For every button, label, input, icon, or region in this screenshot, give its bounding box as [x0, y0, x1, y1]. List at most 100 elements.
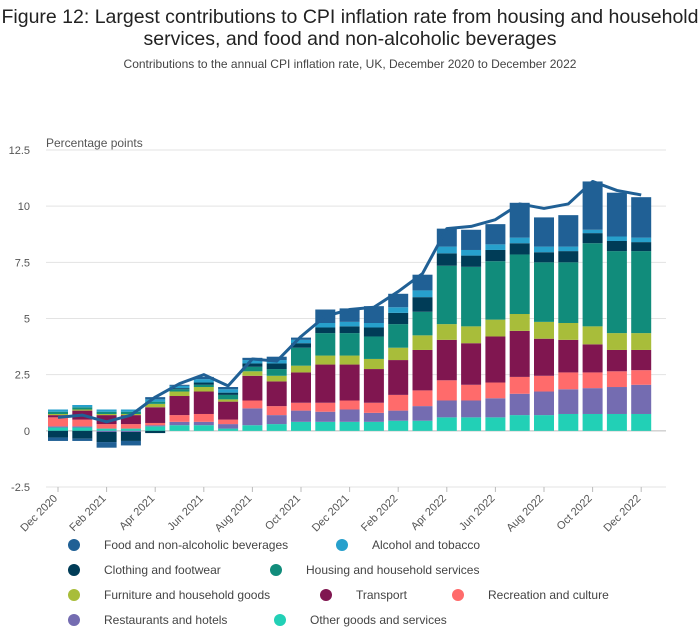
- bar-segment: [388, 410, 409, 421]
- legend-item[interactable]: Furniture and household goods: [68, 588, 270, 602]
- legend-label: Food and non-alcoholic beverages: [104, 538, 289, 552]
- legend-item[interactable]: Clothing and footwear: [68, 563, 221, 577]
- bar-segment: [582, 243, 603, 327]
- bar-segment: [558, 215, 579, 247]
- bar-segment: [291, 372, 311, 403]
- bar-segment: [534, 391, 554, 416]
- bar-segment: [582, 233, 603, 244]
- bar-segment: [606, 192, 627, 237]
- bar-segment: [509, 237, 530, 244]
- bar-segment: [606, 236, 627, 241]
- bar-segment: [436, 400, 457, 418]
- bar-segment: [145, 407, 166, 423]
- x-tick-label: Feb 2022: [359, 493, 400, 534]
- bar-segment: [48, 417, 68, 427]
- bar-segment: [412, 420, 433, 431]
- bar-segment: [315, 333, 336, 356]
- bar-segment: [363, 421, 384, 431]
- bar-segment: [534, 321, 554, 339]
- bar-segment: [315, 364, 336, 403]
- legend-item[interactable]: Restaurants and hotels: [68, 613, 227, 627]
- bar-segment: [558, 389, 579, 414]
- bar-segment: [96, 424, 117, 429]
- x-tick-label: Jun 2021: [165, 493, 205, 533]
- bar-segment: [218, 419, 239, 425]
- bar-segment: [412, 349, 433, 391]
- bar-segment: [291, 402, 311, 411]
- bar-segment: [412, 297, 433, 312]
- bar-segment: [461, 384, 482, 401]
- bar-segment: [412, 390, 433, 407]
- bar-segment: [266, 375, 287, 382]
- bar-segment: [96, 413, 117, 416]
- bar-segment: [72, 430, 93, 439]
- bar-segment: [363, 358, 384, 370]
- bar-segment: [339, 409, 360, 422]
- legend-item[interactable]: Alcohol and tobacco: [336, 538, 480, 552]
- legend-swatch: [68, 614, 80, 626]
- bar-segment: [339, 326, 360, 334]
- bar-segment: [291, 339, 311, 344]
- stacked-bar-chart: Percentage points 12.5 10 7.5 5 2.5 0 -2.5 Dec…: [9, 136, 666, 535]
- bar-segment: [193, 387, 214, 392]
- bar-segment: [558, 262, 579, 323]
- bar-segment: [582, 326, 603, 345]
- bar-segment: [363, 412, 384, 422]
- bar-segment: [96, 428, 117, 431]
- bar-segment: [509, 376, 530, 394]
- bar-segment: [509, 330, 530, 377]
- bar-segment: [193, 376, 214, 380]
- cpi-line: [57, 179, 642, 424]
- bar-segment: [291, 337, 311, 340]
- bar-segment: [291, 365, 311, 373]
- bar-segment: [145, 426, 166, 431]
- bar-segment: [145, 430, 166, 434]
- bar-segment: [461, 249, 482, 256]
- y-axis-label: Percentage points: [46, 136, 143, 150]
- bar-segment: [485, 261, 506, 320]
- bar-segment: [363, 336, 384, 359]
- bar-segment: [363, 327, 384, 337]
- bar-segment: [534, 217, 554, 247]
- legend-item[interactable]: Food and non-alcoholic beverages: [68, 538, 288, 552]
- bar-segment: [412, 335, 433, 350]
- bar-segment: [606, 349, 627, 372]
- bar-segment: [436, 417, 457, 431]
- bar-segment: [48, 430, 68, 438]
- legend-label: Recreation and culture: [488, 588, 609, 602]
- bar-segment: [242, 425, 263, 431]
- bar-segment: [72, 438, 93, 441]
- bar-segment: [388, 360, 409, 395]
- x-tick-label: Aug 2022: [504, 493, 546, 535]
- bar-segment: [48, 411, 68, 414]
- bar-segment: [291, 347, 311, 366]
- x-tick-label: Dec 2020: [18, 493, 60, 535]
- bar-segment: [631, 197, 652, 238]
- bar-segment: [242, 360, 263, 364]
- bar-segment: [242, 366, 263, 372]
- legend-swatch: [68, 564, 80, 576]
- bar-segment: [242, 375, 263, 401]
- legend-label: Other goods and services: [310, 613, 447, 627]
- legend-item[interactable]: Transport: [320, 588, 407, 602]
- bar-segment: [169, 385, 190, 389]
- legend-item[interactable]: Housing and household services: [270, 563, 479, 577]
- bar-segment: [218, 394, 239, 400]
- bar-segment: [169, 425, 190, 431]
- bar-segment: [436, 380, 457, 401]
- bar-segment: [120, 440, 141, 446]
- legend-item[interactable]: Other goods and services: [274, 613, 447, 627]
- legend-item[interactable]: Recreation and culture: [452, 588, 609, 602]
- bar-segment: [339, 364, 360, 401]
- bar-segment: [218, 389, 239, 393]
- bar-segment: [485, 249, 506, 262]
- bar-segment: [582, 229, 603, 234]
- bar-segment: [72, 419, 93, 427]
- bar-segment: [388, 347, 409, 361]
- y-tick-label: 0: [24, 426, 30, 438]
- bar-segment: [48, 426, 68, 428]
- bar-segment: [120, 411, 141, 414]
- bar-segment: [169, 421, 190, 426]
- x-tick-label: Apr 2022: [409, 493, 449, 533]
- bar-segment: [606, 413, 627, 431]
